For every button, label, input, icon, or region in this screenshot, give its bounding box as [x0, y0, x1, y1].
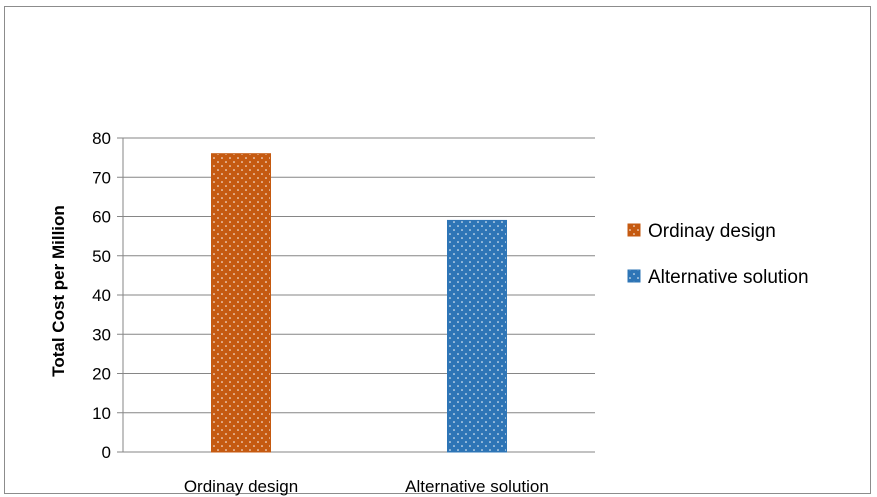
y-tick-label: 0: [102, 443, 111, 462]
y-tick-label: 80: [92, 129, 111, 148]
x-tick-label: Ordinay design: [184, 477, 298, 496]
bars: [211, 153, 507, 453]
y-tick-label: 20: [92, 365, 111, 384]
y-tick-label: 50: [92, 247, 111, 266]
y-tick-label: 30: [92, 325, 111, 344]
y-tick-label: 60: [92, 208, 111, 227]
legend: Ordinay design Alternative solution: [627, 221, 809, 288]
bar-ordinay-design: [211, 153, 271, 453]
bar-alternative-solution: [447, 219, 507, 453]
y-tick-label: 70: [92, 168, 111, 187]
y-tick-label: 10: [92, 404, 111, 423]
legend-label: Ordinay design: [648, 221, 776, 242]
legend-swatch: [627, 269, 641, 283]
legend-label: Alternative solution: [648, 267, 809, 288]
legend-swatch: [627, 223, 641, 237]
x-axis-ticks: Ordinay design Alternative solution: [184, 477, 549, 496]
y-axis-ticks: 0 10 20 30 40 50 60 70 80: [92, 129, 111, 462]
x-tick-label: Alternative solution: [405, 477, 549, 496]
gridlines: [117, 137, 595, 453]
y-tick-label: 40: [92, 286, 111, 305]
y-axis-title: Total Cost per Million: [49, 205, 68, 377]
